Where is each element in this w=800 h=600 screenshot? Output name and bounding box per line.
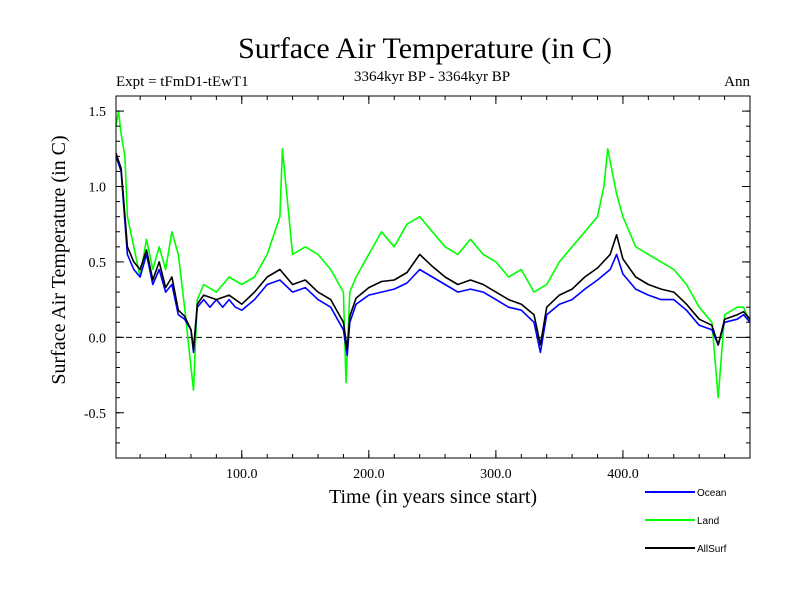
series-line-ocean [115,156,751,357]
y-tick-label: -0.5 [84,407,106,422]
chart-title: Surface Air Temperature (in C) [238,32,612,65]
x-tick-label: 400.0 [607,467,639,482]
x-tick-label: 300.0 [480,467,512,482]
y-axis-label: Surface Air Temperature (in C) [48,135,70,384]
period-label: Ann [724,74,750,90]
x-axis-label: Time (in years since start) [329,486,537,508]
legend-label-allsurf: AllSurf [697,544,727,555]
series-line-land [115,110,751,399]
x-tick-label: 100.0 [226,467,258,482]
plot-area: 100.0 200.0 300.0 400.0 -0.5 0.0 0.5 1.0 1.5 [84,95,751,482]
y-tick-label: 0.5 [89,256,107,271]
chart-subtitle: 3364kyr BP - 3364kyr BP [354,69,510,85]
experiment-label: Expt = tFmD1-tEwT1 [116,74,249,90]
y-tick-label: 1.0 [89,181,107,196]
legend-label-land: Land [697,516,719,527]
y-tick-label: 1.5 [89,105,107,120]
series-line-allsurf [115,153,751,351]
legend: Ocean Land AllSurf [645,488,727,555]
x-tick-label: 200.0 [353,467,385,482]
legend-label-ocean: Ocean [697,488,726,499]
y-tick-label: 0.0 [89,331,107,346]
